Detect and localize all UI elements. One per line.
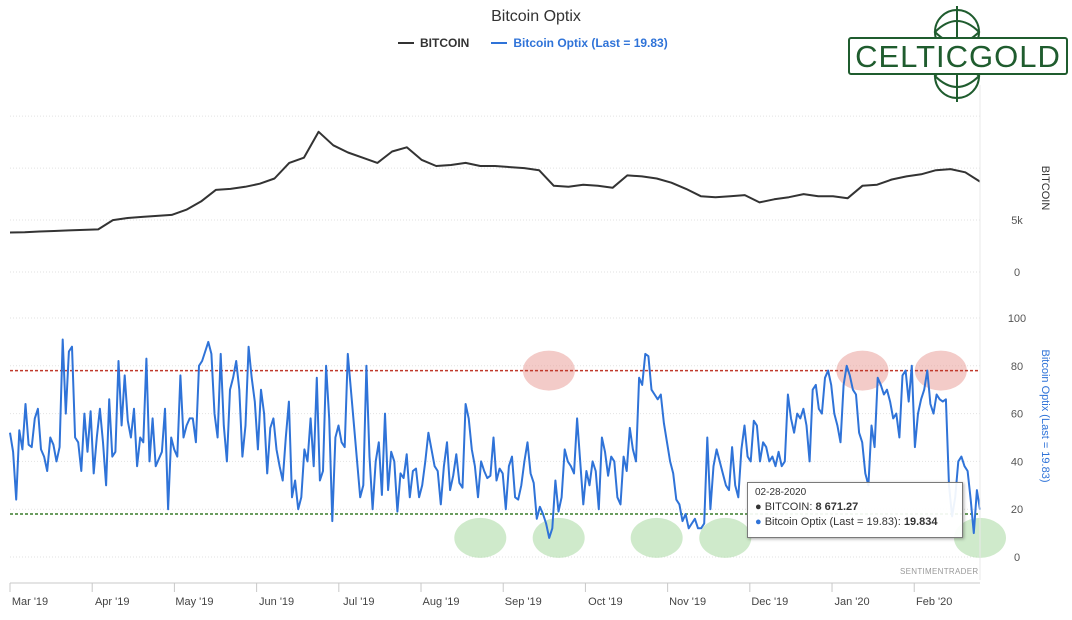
series-lines [9,130,981,539]
x-label-0: Mar '19 [12,596,48,608]
tooltip-optix-value: 19.834 [903,516,938,528]
legend-swatch-optix [491,42,508,44]
y-tick-top-0: 0 [1014,267,1020,279]
x-label-8: Nov '19 [669,596,706,608]
celticgold-logo: CELTICGOLD [845,4,1070,104]
tooltip-optix-label: Bitcoin Optix (Last = 19.83): [764,516,901,528]
chart-title: Bitcoin Optix [491,8,581,25]
legend-label-optix: Bitcoin Optix (Last = 19.83) [513,36,668,50]
highlight-zone-extreme-pessimism-6 [699,517,752,558]
bitcoin-line [9,130,981,234]
y-tick-bottom-0: 0 [1014,552,1020,564]
x-label-7: Oct '19 [588,596,623,608]
tooltip-row-optix: ● Bitcoin Optix (Last = 19.83): 19.834 [755,516,938,528]
legend-label-bitcoin: BITCOIN [420,36,470,50]
x-label-4: Jul '19 [343,596,374,608]
x-label-1: Apr '19 [95,596,130,608]
y-axis-title-bottom: Bitcoin Optix (Last = 19.83) [1039,350,1051,483]
reference-lines [10,369,980,515]
tooltip-bitcoin-label: BITCOIN: [764,501,813,513]
y-tick-bottom-3: 60 [1011,409,1023,421]
x-label-2: May '19 [175,596,213,608]
source-credit: SENTIMENTRADER [900,567,979,576]
legend-swatch-bitcoin [398,42,414,44]
legend: BITCOIN Bitcoin Optix (Last = 19.83) [398,36,668,50]
logo-text: CELTICGOLD [855,39,1061,74]
y-tick-bottom-2: 40 [1011,456,1023,468]
tooltip-row-bitcoin: ● BITCOIN: 8 671.27 [755,501,859,513]
legend-item-bitcoin[interactable]: BITCOIN [398,36,469,50]
optix-line [9,338,981,539]
tooltip-date: 02-28-2020 [755,487,807,498]
logo-graphic: CELTICGOLD [848,6,1068,102]
axes: 0 5k 0 20 40 60 80 100 BITCOIN Bitcoin Optix (Las… [9,85,1051,608]
x-label-3: Jun '19 [259,596,294,608]
highlight-zone-extreme-pessimism-4 [532,517,585,558]
x-label-9: Dec '19 [751,596,788,608]
tooltip-bitcoin-value: 8 671.27 [815,501,859,513]
highlight-zone-extreme-optimism-0 [522,350,575,391]
highlight-zone-extreme-pessimism-5 [630,517,683,558]
x-label-11: Feb '20 [916,596,952,608]
x-label-6: Sep '19 [505,596,542,608]
x-label-5: Aug '19 [423,596,460,608]
y-axis-title-top: BITCOIN [1039,166,1051,211]
y-tick-bottom-1: 20 [1011,504,1023,516]
tooltip: 02-28-2020 ● BITCOIN: 8 671.27 ● Bitcoin… [747,482,963,538]
y-tick-bottom-4: 80 [1011,361,1023,373]
highlight-zone-extreme-pessimism-3 [454,517,507,558]
y-tick-top-1: 5k [1011,215,1023,227]
y-tick-bottom-5: 100 [1008,313,1026,325]
x-label-10: Jan '20 [834,596,869,608]
legend-item-optix[interactable]: Bitcoin Optix (Last = 19.83) [491,36,668,50]
